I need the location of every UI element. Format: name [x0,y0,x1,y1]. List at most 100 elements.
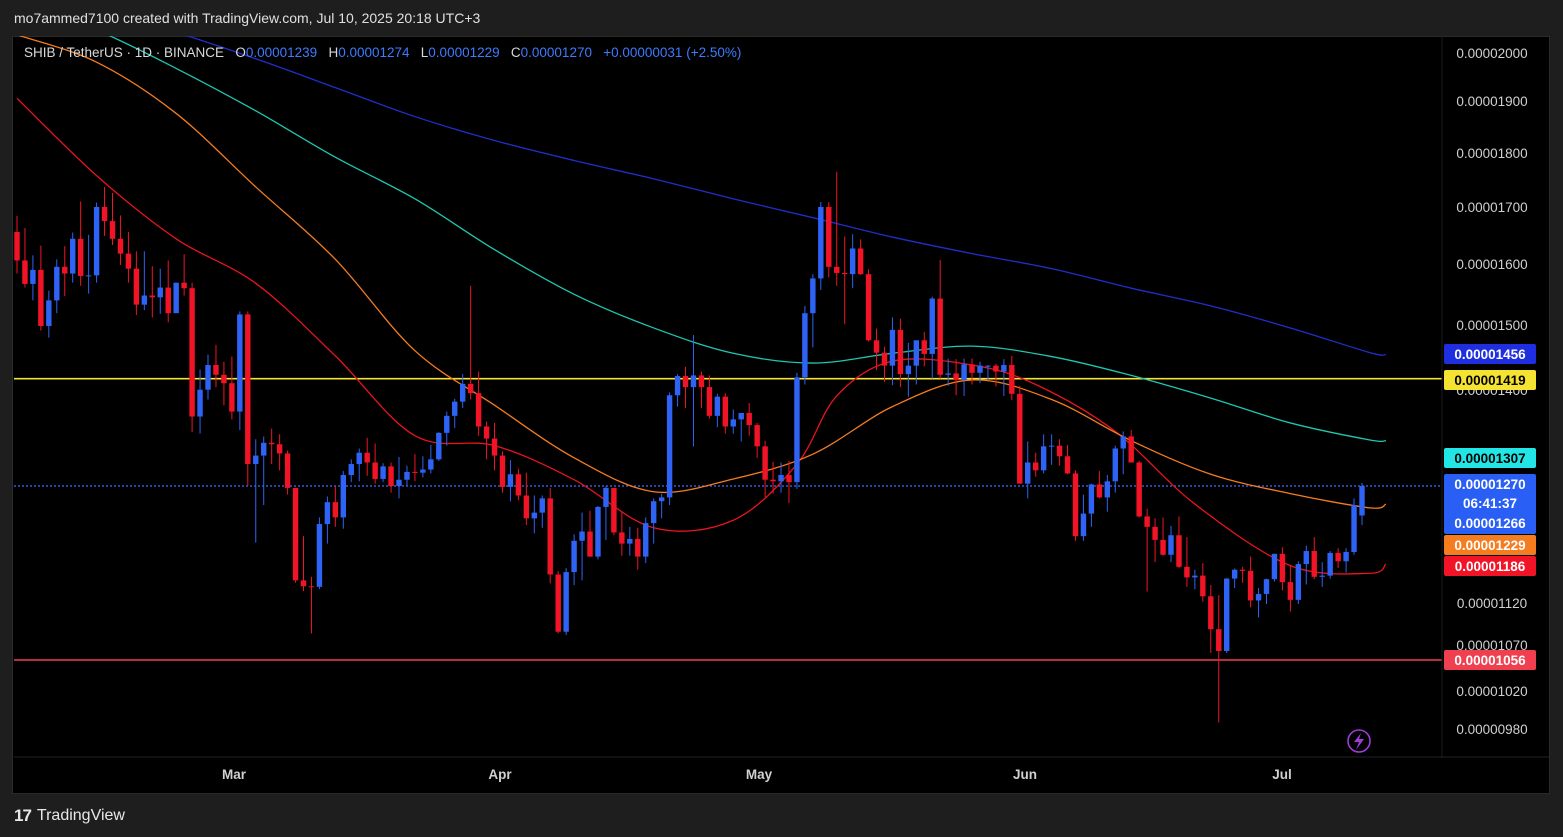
candle-body [1160,539,1166,555]
candle-body [706,387,713,416]
candle-body [993,365,999,372]
candle-body [412,471,418,473]
candle-body [674,376,681,396]
candle-body [539,498,545,513]
price-label-text: 0.00001056 [1454,653,1526,668]
candle-body [738,413,744,420]
candle-body [1120,436,1126,449]
bottom-bar [0,795,1563,837]
price-label-text: 0.00001307 [1454,451,1525,466]
candle-body [141,295,148,305]
candle-body [579,531,585,541]
moving-average-teal [108,36,1386,443]
candle-body [197,389,203,417]
price-label-text: 0.00001229 [1454,538,1525,553]
candle-body [1088,484,1095,514]
candle-body [969,364,975,373]
candle-body [181,282,187,289]
candle-body [1303,551,1309,565]
y-tick-label: 0.00001800 [1456,146,1527,161]
candle-body [650,501,657,524]
symbol-label: SHIB / TetherUS · 1D · BINANCE [24,45,225,60]
candle-body [818,206,824,279]
current-price-block [1444,474,1536,534]
change-value: +0.00000031 (+2.50%) [603,45,742,60]
candle-body [221,374,227,384]
candle-body [396,479,402,486]
candle-body [786,475,792,483]
candle-body [261,442,267,456]
x-tick-label: Jun [1013,767,1037,782]
candle-body [913,340,920,366]
brand-name: TradingView [36,807,125,824]
candle-body [857,248,864,275]
candle-body [1287,582,1294,600]
candle-body [778,475,784,482]
y-tick-label: 0.00001020 [1456,684,1527,699]
candle-body [380,466,386,479]
candle-body [1223,578,1230,651]
moving-average-red [16,97,1387,575]
candle-body [690,375,697,388]
candle-body [308,586,315,588]
candle-body [292,487,299,581]
candle-body [388,466,394,486]
candle-body [531,512,538,519]
candle-body [945,373,951,375]
candle-body [1311,551,1317,577]
candle-body [1239,569,1246,571]
candle-body [70,238,76,274]
open-label: O [235,45,246,60]
candle-body [1184,566,1190,578]
candle-body [356,452,362,465]
candle-body [364,452,370,463]
candle-body [881,352,888,366]
candle-body [873,340,880,353]
candle-body [1009,365,1015,394]
candle-body [1359,486,1365,516]
candle-body [563,572,569,632]
candle-body [627,538,633,544]
y-tick-label: 0.00000980 [1456,722,1527,737]
candle-body [1335,552,1341,562]
y-tick-label: 0.00002000 [1456,46,1527,61]
candle-body [643,523,649,557]
candle-body [149,295,156,298]
candle-body [157,287,163,298]
candle-body [834,266,840,273]
candle-body [746,413,752,426]
candle-body [698,375,705,388]
candle-body [635,538,641,557]
candle-body [46,300,52,326]
candle-body [372,462,378,479]
candle-body [977,365,983,373]
candle-body [1017,393,1023,484]
tradingview-logo-icon: 17 [14,806,32,825]
y-tick-label: 0.00001500 [1456,318,1527,333]
candle-body [1064,456,1071,474]
candle-body [77,238,84,276]
candle-body [133,268,140,305]
candle-body [316,524,323,587]
candle-body [1056,445,1063,457]
candle-body [1096,484,1103,498]
tradingview-brand[interactable]: 17 TradingView [14,806,125,826]
candle-body [1048,445,1055,447]
candle-body [762,446,768,480]
candle-body [666,395,673,498]
candle-body [1040,446,1047,471]
candle-body [953,373,959,380]
chart-frame[interactable] [12,36,1550,794]
price-label-text: 06:41:37 [1463,496,1517,511]
candle-body [436,432,442,460]
candle-body [1327,552,1333,576]
price-label-text: 0.00001270 [1454,477,1525,492]
candle-body [1168,535,1174,555]
candle-body [467,383,474,394]
candle-body [1319,575,1325,577]
candle-body [1128,436,1134,463]
candle-body [921,340,927,354]
price-label-text: 0.00001456 [1454,347,1526,362]
price-label-text: 0.00001186 [1455,559,1526,574]
